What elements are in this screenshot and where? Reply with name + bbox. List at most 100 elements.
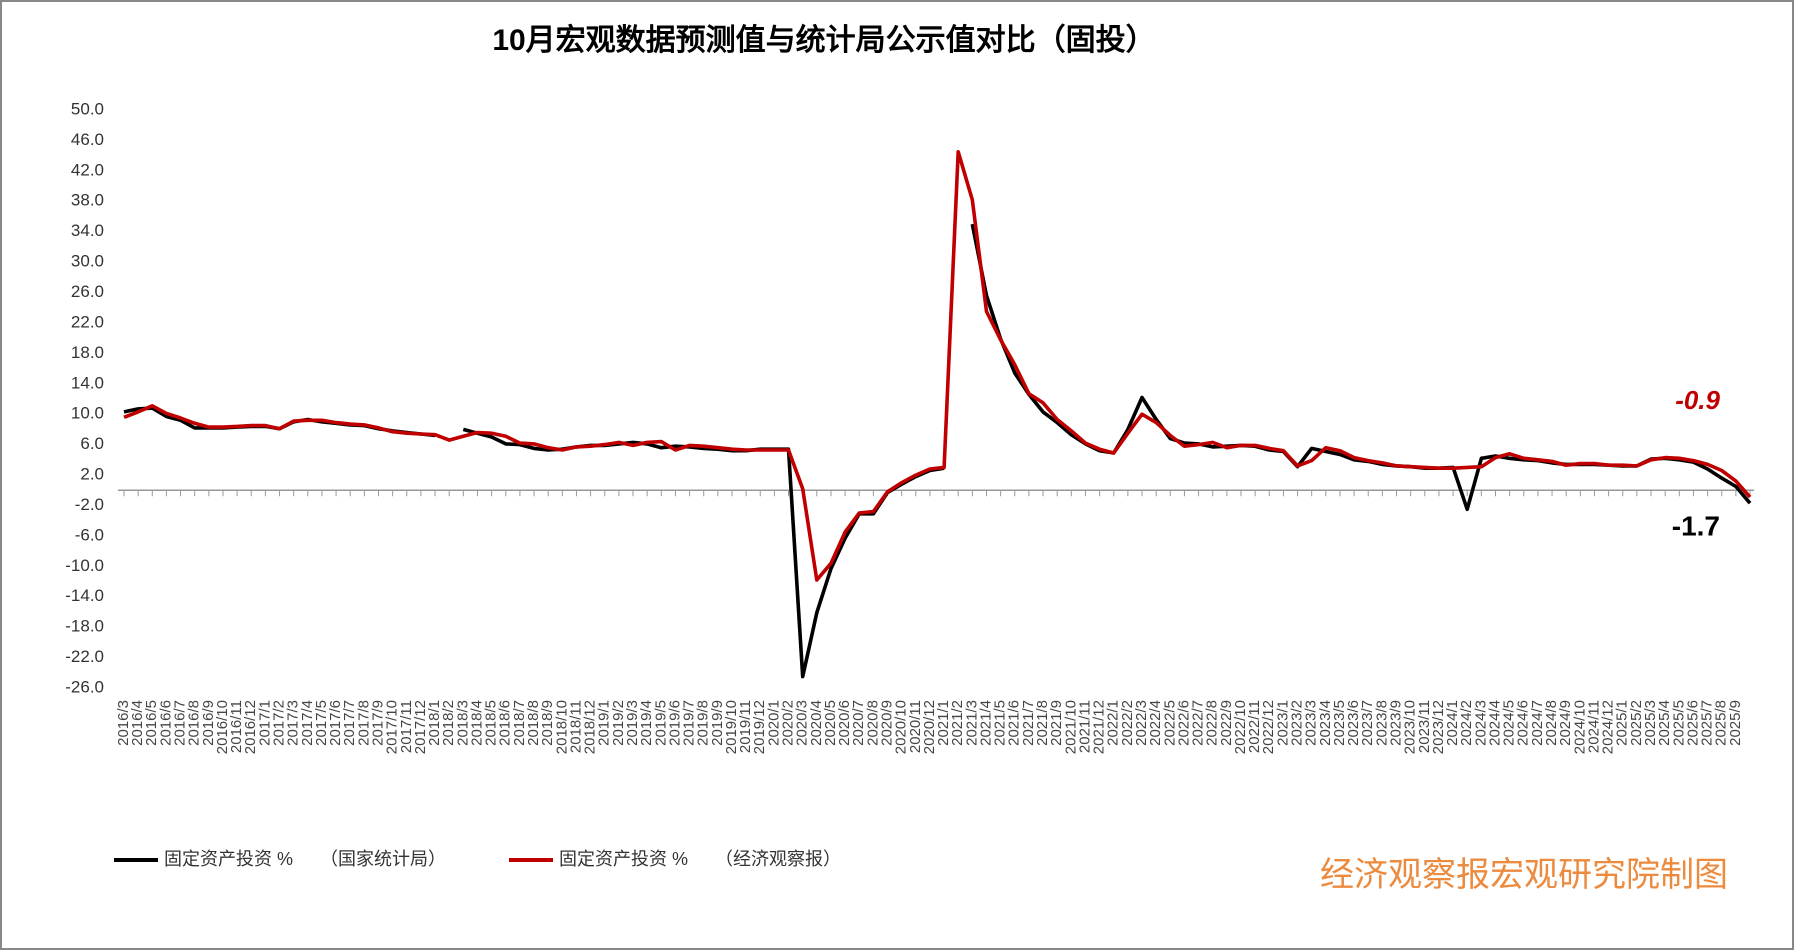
x-tick-label: 2023/3 [1303, 700, 1320, 746]
x-tick-label: 2021/5 [992, 700, 1009, 746]
x-tick-label: 2024/12 [1600, 700, 1617, 754]
y-tick-label: 2.0 [80, 465, 104, 484]
x-tick-label: 2021/2 [949, 700, 966, 746]
x-tick-label: 2024/3 [1472, 700, 1489, 746]
x-tick-label: 2016/9 [200, 700, 217, 746]
x-tick-label: 2021/1 [935, 700, 952, 746]
x-tick-label: 2018/4 [468, 700, 485, 746]
y-tick-label: 26.0 [71, 282, 104, 301]
x-tick-label: 2023/1 [1274, 700, 1291, 746]
x-tick-label: 2024/4 [1486, 700, 1503, 746]
y-tick-label: 10.0 [71, 404, 104, 423]
x-tick-label: 2022/6 [1175, 700, 1192, 746]
x-tick-label: 2017/9 [369, 700, 386, 746]
x-tick-label: 2024/1 [1444, 700, 1461, 746]
x-tick-label: 2020/12 [921, 700, 938, 754]
y-tick-label: -10.0 [65, 556, 104, 575]
x-tick-label: 2024/2 [1458, 700, 1475, 746]
y-tick-label: -6.0 [75, 525, 104, 544]
end-value-label: -1.7 [1672, 510, 1720, 541]
x-tick-label: 2017/12 [412, 700, 429, 754]
x-tick-label: 2022/1 [1105, 700, 1122, 746]
x-tick-label: 2021/7 [1020, 700, 1037, 746]
x-tick-label: 2016/3 [115, 700, 132, 746]
x-tick-label: 2016/7 [172, 700, 189, 746]
x-tick-label: 2018/3 [454, 700, 471, 746]
x-tick-label: 2018/12 [582, 700, 599, 754]
x-tick-label: 2019/9 [709, 700, 726, 746]
x-tick-label: 2022/3 [1133, 700, 1150, 746]
y-tick-label: -2.0 [75, 495, 104, 514]
y-tick-label: 42.0 [71, 160, 104, 179]
legend-label: 固定资产投资 % （国家统计局） [164, 849, 446, 869]
x-tick-label: 2025/7 [1699, 700, 1716, 746]
x-tick-label: 2016/8 [186, 700, 203, 746]
x-tick-label: 2020/7 [850, 700, 867, 746]
x-tick-label: 2019/4 [638, 700, 655, 746]
end-value-label: -0.9 [1675, 385, 1720, 415]
y-tick-label: -14.0 [65, 586, 104, 605]
x-tick-label: 2024/11 [1585, 700, 1602, 753]
x-tick-label: 2019/5 [652, 700, 669, 746]
x-tick-label: 2025/3 [1642, 700, 1659, 746]
x-tick-label: 2024/7 [1529, 700, 1546, 746]
x-tick-label: 2017/4 [299, 700, 316, 746]
x-tick-label: 2022/12 [1260, 700, 1277, 754]
x-tick-label: 2018/5 [483, 700, 500, 746]
x-tick-label: 2021/9 [1048, 700, 1065, 746]
x-tick-label: 2023/8 [1373, 700, 1390, 746]
x-tick-label: 2022/2 [1119, 700, 1136, 746]
x-tick-label: 2018/11 [567, 700, 584, 753]
x-tick-label: 2020/9 [878, 700, 895, 746]
x-tick-label: 2018/9 [539, 700, 556, 746]
x-tick-label: 2018/7 [511, 700, 528, 746]
x-tick-label: 2021/11 [1076, 700, 1093, 753]
x-tick-label: 2019/1 [596, 700, 613, 746]
x-tick-label: 2025/8 [1713, 700, 1730, 746]
x-tick-label: 2025/5 [1670, 700, 1687, 746]
x-tick-label: 2019/12 [751, 700, 768, 754]
x-tick-label: 2023/12 [1430, 700, 1447, 754]
y-tick-label: -26.0 [65, 677, 104, 696]
x-tick-label: 2023/4 [1317, 700, 1334, 746]
x-tick-label: 2021/10 [1062, 700, 1079, 754]
x-tick-label: 2017/7 [341, 700, 358, 746]
x-tick-label: 2023/10 [1402, 700, 1419, 754]
x-tick-label: 2023/11 [1416, 700, 1433, 753]
x-tick-label: 2025/6 [1684, 700, 1701, 746]
x-tick-label: 2020/11 [907, 700, 924, 753]
x-tick-label: 2017/6 [327, 700, 344, 746]
x-tick-label: 2017/2 [270, 700, 287, 746]
chart-title: 10月宏观数据预测值与统计局公示值对比（固投） [492, 23, 1155, 57]
x-tick-label: 2022/4 [1147, 700, 1164, 746]
y-tick-label: -22.0 [65, 647, 104, 666]
x-tick-label: 2017/5 [313, 700, 330, 746]
x-tick-label: 2022/9 [1218, 700, 1235, 746]
x-tick-label: 2018/2 [440, 700, 457, 746]
x-tick-label: 2025/9 [1727, 700, 1744, 746]
x-tick-label: 2018/1 [426, 700, 443, 746]
y-tick-label: 46.0 [71, 130, 104, 149]
x-tick-label: 2020/5 [822, 700, 839, 746]
x-tick-label: 2020/10 [893, 700, 910, 754]
x-tick-label: 2016/6 [157, 700, 174, 746]
x-tick-label: 2017/3 [285, 700, 302, 746]
x-tick-label: 2021/4 [977, 700, 994, 746]
y-tick-label: 22.0 [71, 312, 104, 331]
x-tick-label: 2022/10 [1232, 700, 1249, 754]
x-tick-label: 2025/1 [1614, 700, 1631, 746]
x-tick-label: 2024/10 [1571, 700, 1588, 754]
x-tick-label: 2017/1 [256, 700, 273, 746]
x-tick-label: 2020/8 [864, 700, 881, 746]
x-tick-label: 2023/9 [1387, 700, 1404, 746]
x-tick-label: 2021/8 [1034, 700, 1051, 746]
x-tick-label: 2021/3 [963, 700, 980, 746]
x-tick-label: 2021/6 [1006, 700, 1023, 746]
x-tick-label: 2019/8 [695, 700, 712, 746]
y-tick-label: 34.0 [71, 221, 104, 240]
x-tick-label: 2024/5 [1501, 700, 1518, 746]
x-tick-label: 2019/10 [723, 700, 740, 754]
x-tick-label: 2019/2 [610, 700, 627, 746]
x-tick-label: 2018/6 [497, 700, 514, 746]
